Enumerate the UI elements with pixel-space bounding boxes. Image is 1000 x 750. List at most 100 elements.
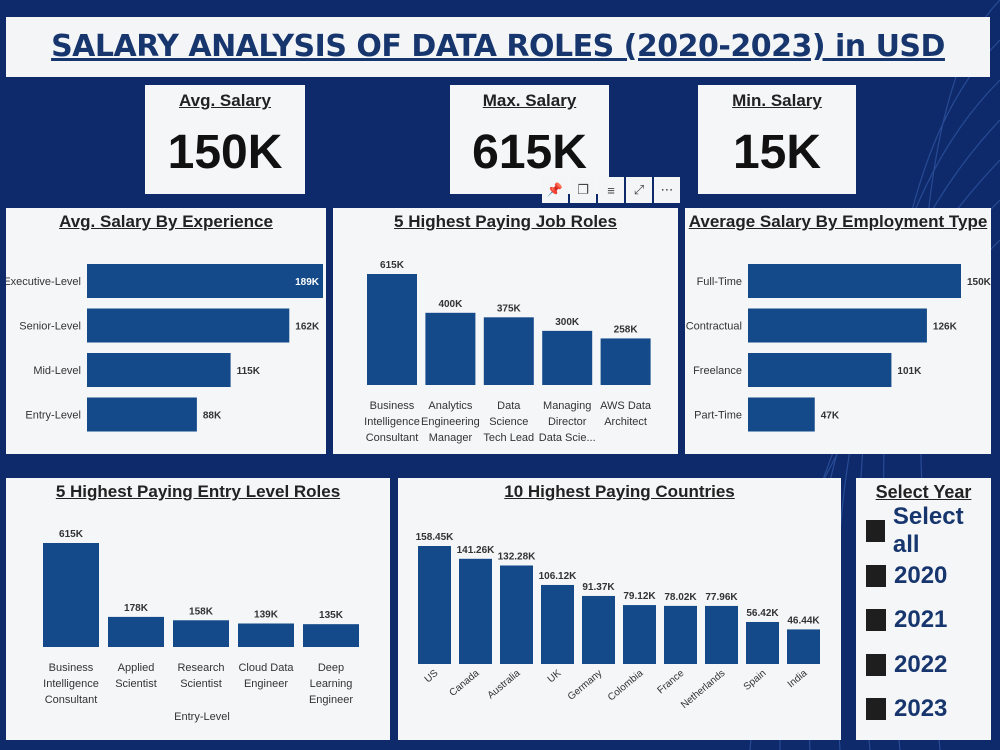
bar[interactable] [748, 353, 892, 387]
bar[interactable] [418, 546, 451, 664]
data-label: 615K [59, 529, 84, 540]
checkbox-icon[interactable] [866, 564, 886, 587]
checkbox-icon[interactable] [866, 520, 885, 543]
bar[interactable] [87, 397, 197, 432]
bar[interactable] [238, 623, 294, 647]
bar[interactable] [541, 584, 574, 664]
data-label: 375K [497, 303, 522, 314]
category-label: Entry-Level [25, 410, 81, 422]
category-label: Contractual [686, 321, 742, 333]
data-label: 135K [319, 610, 344, 621]
bar[interactable] [748, 397, 815, 432]
data-label: 139K [254, 609, 279, 620]
experience-chart-panel[interactable]: Avg. Salary By Experience Executive-Leve… [3, 208, 326, 454]
bar[interactable] [87, 308, 290, 343]
kpi-avg-salary-value: 150K [167, 126, 283, 179]
bar[interactable] [303, 624, 359, 647]
category-label: France [656, 668, 687, 697]
more-options-icon[interactable]: ⋯ [654, 177, 680, 203]
category-label: Canada [448, 668, 482, 699]
slicer-item-2023[interactable]: 2023 [856, 687, 991, 732]
data-label: 300K [555, 317, 580, 328]
bar[interactable] [500, 565, 533, 664]
bar[interactable] [43, 543, 99, 647]
checkbox-icon[interactable] [866, 609, 886, 632]
filter-icon[interactable]: ≡ [598, 177, 624, 203]
category-label: Consultant [45, 694, 98, 706]
category-label: Research [177, 662, 224, 674]
bar[interactable] [367, 274, 417, 385]
countries-chart-panel[interactable]: 10 Highest Paying Countries 158.45K US 141… [398, 478, 841, 740]
focus-mode-icon[interactable]: ⤢ [626, 177, 652, 203]
category-label: Learning [310, 678, 353, 690]
category-label: UK [546, 668, 564, 686]
category-label: US [423, 668, 441, 686]
pin-icon[interactable]: 📌 [542, 177, 568, 203]
data-label: 47K [821, 411, 840, 422]
copy-icon[interactable]: ❐ [570, 177, 596, 203]
bar[interactable] [746, 621, 779, 664]
category-label: Intelligence [364, 416, 420, 428]
category-label: Science [489, 416, 528, 428]
bar[interactable] [705, 605, 738, 664]
category-label: Analytics [428, 400, 473, 412]
bar[interactable] [87, 353, 231, 387]
category-label: Australia [486, 668, 523, 702]
category-label: Applied [118, 662, 155, 674]
employment-chart-panel[interactable]: Average Salary By Employment Type Full-T… [685, 208, 992, 454]
category-label: Mid-Level [33, 365, 81, 377]
countries-chart: 158.45K US 141.26K Canada 132.28K Australia 10… [416, 532, 821, 711]
kpi-max-salary-card[interactable]: Max. Salary 615K [450, 85, 609, 194]
bar[interactable] [748, 264, 961, 298]
slicer-item-2020[interactable]: 2020 [856, 554, 991, 599]
category-label: Consultant [366, 432, 419, 444]
data-label: 106.12K [539, 571, 578, 582]
entry-chart-panel[interactable]: 5 Highest Paying Entry Level Roles 615K B… [6, 478, 390, 740]
data-label: 178K [124, 603, 149, 614]
kpi-max-salary-label: Max. Salary [482, 91, 577, 110]
year-slicer: Select Year Select all 2020 2021 2022 20… [856, 478, 991, 740]
bar[interactable] [748, 308, 927, 343]
bar[interactable] [664, 605, 697, 664]
category-label: Netherlands [679, 668, 727, 711]
slicer-item-label: Select all [892, 503, 964, 559]
slicer-item-2022[interactable]: 2022 [856, 643, 991, 688]
bar[interactable] [600, 338, 651, 385]
bar[interactable] [787, 629, 820, 664]
slicer-item-label: 2022 [894, 650, 948, 678]
slicer-item-select-all[interactable]: Select all [856, 503, 991, 558]
category-label: Data [497, 400, 521, 412]
bar[interactable] [582, 595, 615, 664]
category-label: Senior-Level [19, 321, 81, 333]
data-label: 258K [614, 324, 639, 335]
category-label: Part-Time [694, 410, 742, 422]
bar[interactable] [459, 558, 492, 664]
checkbox-icon[interactable] [866, 653, 886, 676]
bar[interactable] [425, 312, 476, 385]
checkbox-icon[interactable] [866, 698, 886, 721]
category-label: Scientist [115, 678, 157, 690]
countries-chart-title: 10 Highest Paying Countries [504, 482, 735, 501]
slicer-item-label: 2020 [894, 561, 948, 589]
data-label: 162K [295, 322, 320, 333]
category-label: Germany [566, 668, 605, 703]
kpi-min-salary-card[interactable]: Min. Salary 15K [698, 85, 856, 194]
bar[interactable] [623, 605, 656, 664]
category-label: Engineer [244, 678, 288, 690]
bar[interactable] [87, 264, 323, 298]
bar[interactable] [542, 330, 593, 385]
data-label: 615K [380, 260, 405, 271]
slicer-item-2021[interactable]: 2021 [856, 598, 991, 643]
bar[interactable] [108, 616, 164, 647]
kpi-avg-salary-card[interactable]: Avg. Salary 150K [145, 85, 305, 194]
data-label: 78.02K [664, 592, 697, 603]
data-label: 126K [933, 322, 958, 333]
bar[interactable] [483, 317, 534, 385]
data-label: 56.42K [746, 608, 779, 619]
bar[interactable] [173, 620, 229, 647]
data-label: 158.45K [416, 532, 455, 543]
data-label: 46.44K [787, 615, 820, 626]
slicer-item-label: 2023 [894, 695, 948, 723]
category-label: Manager [429, 432, 473, 444]
jobs-chart-panel[interactable]: 5 Highest Paying Job Roles 615K Business I… [333, 208, 678, 454]
